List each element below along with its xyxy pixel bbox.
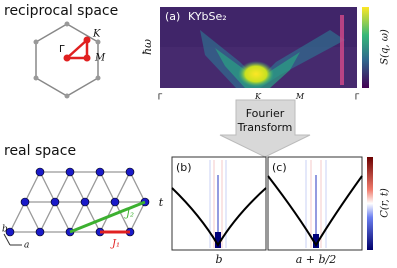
- lattice-bond: [69, 171, 86, 203]
- x-tick-label: M: [295, 92, 305, 101]
- lattice-bond: [129, 201, 146, 233]
- k-label: K: [92, 29, 101, 40]
- axis-b: b: [2, 225, 8, 235]
- lattice-bond: [84, 201, 101, 233]
- axis-a: a: [24, 241, 29, 251]
- gamma-label: Γ: [59, 44, 65, 55]
- lattice-site: [110, 197, 120, 207]
- triangular-lattice: [5, 167, 150, 237]
- spectrum-heatmap: [160, 7, 357, 88]
- transform-arrow: [219, 99, 311, 158]
- x-tick-label: Γ: [355, 93, 360, 102]
- arrow-line: Transform: [237, 121, 293, 134]
- material: KYbSe₂: [188, 10, 227, 23]
- j2-bond: [69, 200, 146, 234]
- lattice-bond: [39, 201, 56, 233]
- lattice-bond: [84, 171, 101, 203]
- panel-a-label: (a): [165, 10, 180, 23]
- y-label-a: ħω: [141, 39, 154, 55]
- lattice-site: [35, 227, 45, 237]
- panel-c-label: (c): [272, 161, 287, 174]
- lattice-site: [35, 167, 45, 177]
- panel-b-label: (b): [176, 161, 192, 174]
- colorbar-label-c: C(r, t): [380, 188, 391, 218]
- lattice-site: [95, 167, 105, 177]
- lattice-bond: [24, 201, 41, 233]
- lattice-bond: [9, 201, 26, 233]
- colorbar-c: [367, 157, 373, 250]
- j2-label: J₂: [124, 209, 134, 220]
- x-tick-label: K: [254, 92, 262, 101]
- lattice-bond: [54, 171, 71, 203]
- colorbar-label-a: S(q, ω): [380, 29, 391, 65]
- lattice-axes: [3, 233, 22, 246]
- x-label-c: a + b/2: [296, 253, 337, 266]
- y-label-b: t: [159, 196, 164, 209]
- arrow-line: Fourier: [246, 107, 285, 120]
- lattice-site: [50, 197, 60, 207]
- lattice-site: [125, 167, 135, 177]
- correlation-panel-c: [267, 156, 363, 251]
- high-symmetry-points: [63, 36, 91, 62]
- m-label: M: [94, 53, 106, 64]
- correlation-panel-b: [171, 156, 267, 251]
- zone-vertices: [33, 21, 101, 99]
- x-label-b: b: [215, 253, 222, 266]
- reciprocal-title: reciprocal space: [4, 3, 118, 19]
- j1-label: J₁: [110, 239, 120, 250]
- real-space-title: real space: [4, 143, 76, 159]
- lattice-bond: [114, 171, 131, 203]
- path-gamma-k-m: [66, 37, 89, 60]
- lattice-bond: [54, 201, 71, 233]
- lattice-bond: [24, 171, 41, 203]
- lattice-bond: [99, 171, 116, 203]
- lattice-bond: [39, 171, 56, 203]
- lattice-site: [80, 197, 90, 207]
- lattice-bond: [129, 171, 146, 203]
- x-tick-label: Γ: [158, 93, 163, 102]
- lattice-site: [20, 197, 30, 207]
- lattice-bond: [114, 201, 131, 233]
- lattice-site: [65, 167, 75, 177]
- lattice-bond: [69, 201, 86, 233]
- lattice-site: [5, 227, 15, 237]
- colorbar-a: [362, 7, 369, 88]
